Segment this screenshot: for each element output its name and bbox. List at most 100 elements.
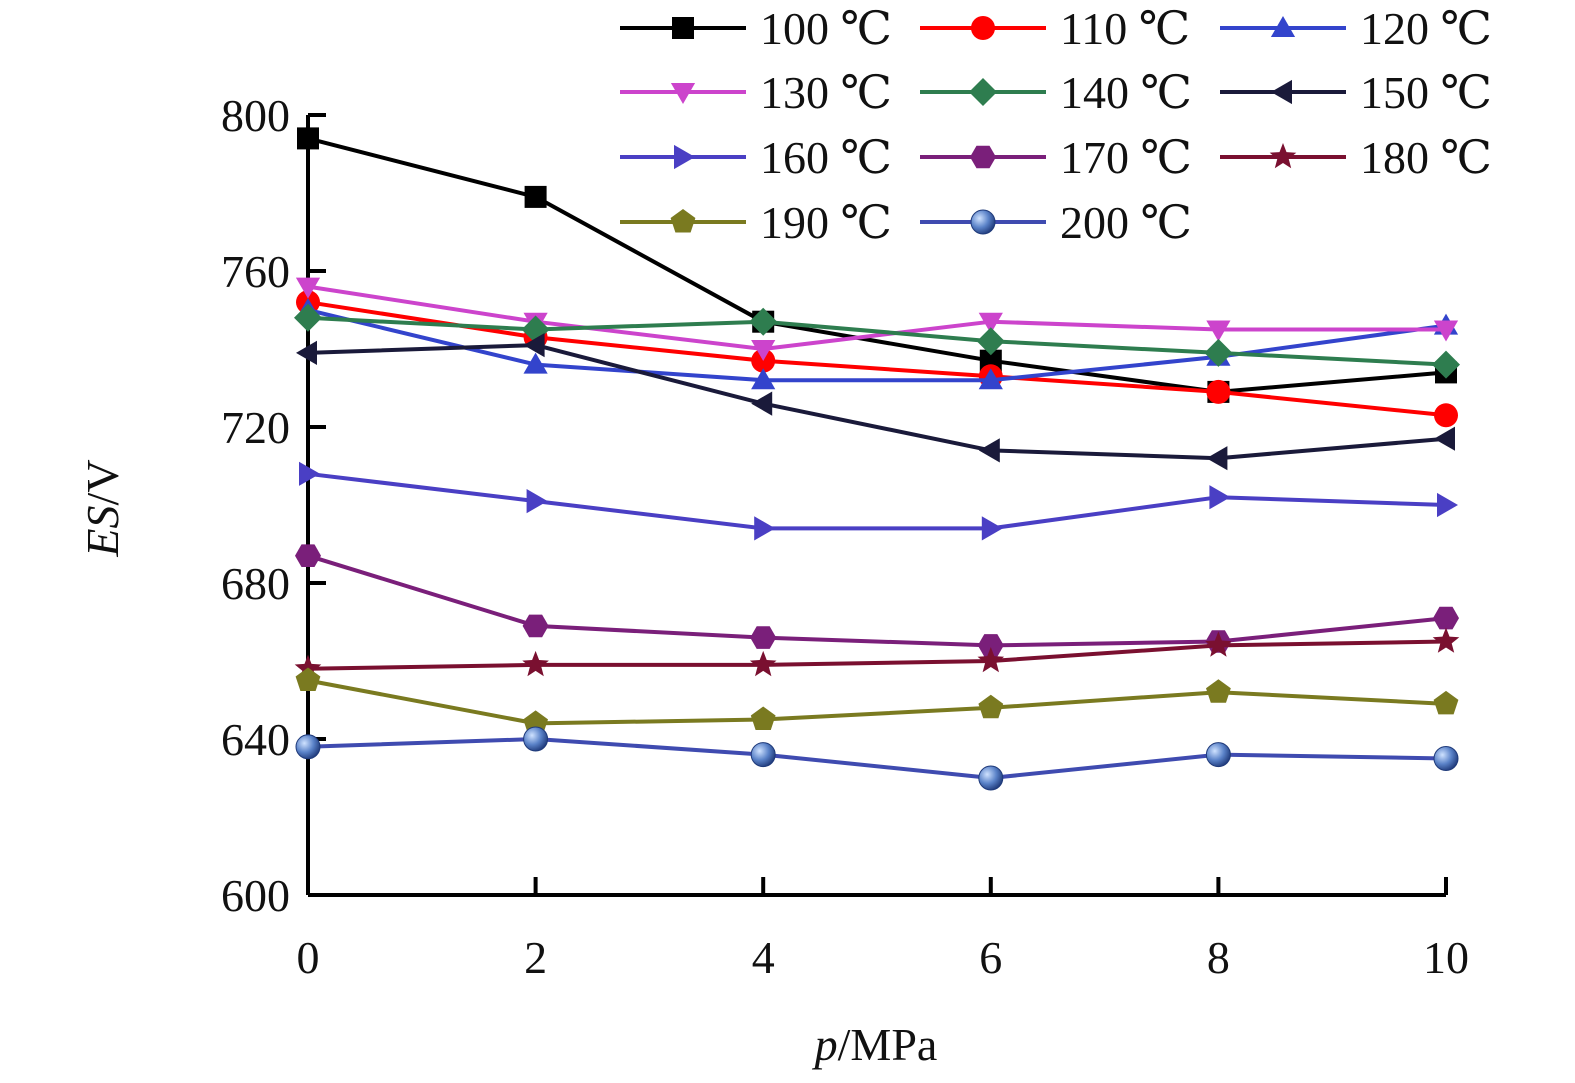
series-line — [307, 284, 1446, 351]
legend-item: 160 ℃ — [620, 132, 892, 183]
legend-item: 100 ℃ — [620, 3, 892, 54]
data-point — [1205, 742, 1231, 768]
data-point — [750, 742, 776, 768]
series-150 — [296, 333, 1455, 471]
legend-label: 150 ℃ — [1360, 67, 1492, 118]
data-point — [523, 726, 549, 752]
series-line — [307, 315, 1447, 367]
x-axis-label: p/MPa — [812, 1019, 938, 1070]
legend-label: 190 ℃ — [760, 197, 892, 248]
legend-marker — [970, 145, 996, 169]
series-190 — [295, 667, 1459, 734]
x-axis-label-unit: /MPa — [838, 1019, 938, 1070]
legend-label: 180 ℃ — [1360, 132, 1492, 183]
legend-label: 100 ℃ — [760, 3, 892, 54]
data-point — [751, 368, 776, 390]
legend-item: 110 ℃ — [920, 3, 1190, 54]
data-point — [749, 307, 778, 336]
legend-marker — [670, 83, 696, 104]
series-line — [307, 639, 1447, 671]
x-tick-label: 0 — [297, 932, 320, 983]
data-point — [1204, 338, 1233, 367]
legend-marker — [970, 209, 996, 235]
legend-item: 180 ℃ — [1220, 132, 1492, 183]
y-tick-label: 800 — [221, 90, 290, 141]
legend-label: 120 ℃ — [1360, 3, 1492, 54]
data-point — [1205, 631, 1232, 657]
data-point — [523, 710, 548, 734]
data-point — [1206, 379, 1231, 404]
data-point — [295, 734, 321, 760]
data-point — [978, 438, 1000, 463]
data-point — [749, 650, 777, 677]
y-tick-label: 760 — [221, 246, 290, 297]
series-line — [307, 308, 1447, 383]
legend-marker — [1271, 79, 1292, 105]
data-point — [297, 127, 319, 150]
data-point — [523, 333, 545, 358]
legend-item: 120 ℃ — [1220, 3, 1492, 54]
data-point — [526, 489, 548, 514]
series-line — [307, 678, 1447, 726]
data-point — [977, 647, 1005, 673]
data-point — [294, 303, 322, 332]
y-tick-label: 720 — [221, 402, 290, 453]
data-point — [751, 340, 776, 361]
data-point — [523, 352, 548, 374]
y-tick-label: 640 — [221, 714, 290, 765]
legend-marker — [971, 16, 995, 40]
series-160 — [299, 461, 1458, 541]
legend-item: 140 ℃ — [920, 67, 1192, 118]
axes: 600 640 680 720 760 800 0 2 4 6 8 10 — [221, 90, 1469, 983]
data-point — [1206, 320, 1231, 342]
data-point — [750, 626, 777, 649]
legend-item: 130 ℃ — [620, 67, 892, 118]
x-axis-label-italic: p — [812, 1019, 838, 1070]
data-point — [1432, 627, 1460, 653]
x-tick-label: 4 — [752, 932, 775, 983]
data-point — [1206, 446, 1228, 471]
data-point — [754, 516, 776, 541]
data-point — [522, 650, 549, 677]
series-line — [307, 300, 1447, 418]
legend-label: 130 ℃ — [760, 67, 892, 118]
data-point — [1206, 679, 1231, 703]
legend-marker — [674, 144, 695, 170]
legend-marker — [672, 17, 694, 39]
legend-item: 200 ℃ — [920, 197, 1192, 248]
legend-label: 160 ℃ — [760, 132, 892, 183]
data-point — [978, 765, 1004, 791]
data-point — [977, 634, 1004, 657]
y-axis-label-italic: ES — [77, 505, 128, 557]
data-point — [295, 544, 321, 567]
data-point — [1437, 492, 1458, 518]
series-170 — [295, 544, 1459, 657]
legend-item: 170 ℃ — [920, 132, 1192, 183]
series-group — [294, 127, 1460, 791]
series-line — [307, 343, 1447, 461]
series-line — [307, 737, 1447, 780]
series-180 — [294, 627, 1460, 681]
data-point — [1209, 485, 1231, 510]
y-axis-label: ES/V — [77, 459, 128, 557]
data-point — [1432, 350, 1460, 379]
data-point — [978, 312, 1003, 334]
data-point — [976, 327, 1005, 356]
data-point — [978, 368, 1003, 390]
data-point — [296, 340, 317, 365]
y-tick-label: 680 — [221, 558, 290, 609]
legend-label: 110 ℃ — [1060, 3, 1190, 54]
data-point — [1434, 426, 1455, 451]
data-point — [294, 654, 322, 681]
series-200 — [295, 726, 1459, 791]
legend-label: 140 ℃ — [1060, 67, 1192, 118]
x-tick-label: 8 — [1207, 932, 1230, 983]
series-line — [307, 471, 1447, 531]
legend-label: 200 ℃ — [1060, 197, 1192, 248]
legend-marker — [1270, 16, 1296, 37]
data-point — [751, 391, 773, 416]
legend-marker — [1269, 143, 1297, 169]
legend-item: 150 ℃ — [1220, 67, 1492, 118]
